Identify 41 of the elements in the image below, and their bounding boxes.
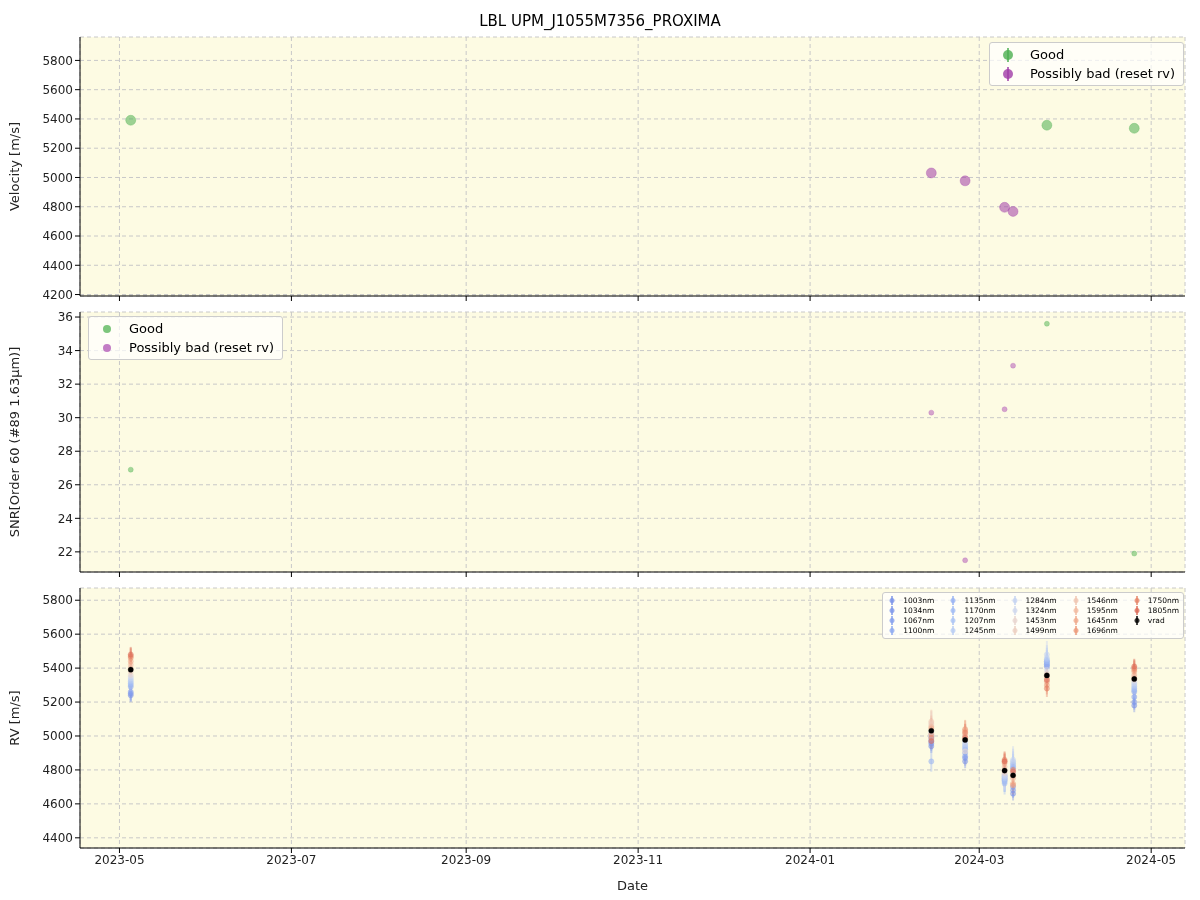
y-tick-label: 22 (57, 545, 73, 560)
y-tick-label: 26 (57, 478, 73, 493)
y-tick-label: 5200 (42, 695, 73, 710)
y-tick-label: 5000 (42, 170, 73, 185)
x-tick-label: 2024-05 (1126, 852, 1177, 867)
y-tick-label: 4600 (42, 797, 73, 812)
legend-label: Possibly bad (reset rv) (1029, 66, 1175, 81)
y-tick-label: 4400 (42, 258, 73, 273)
x-tick-label: 2023-05 (94, 852, 145, 867)
y-tick-label: 4200 (42, 287, 73, 302)
x-tick-label: 2023-09 (441, 852, 492, 867)
chart-title: LBL UPM_J1055M7356_PROXIMA (478, 12, 722, 30)
x-axis-title: Date (616, 878, 649, 893)
y-tick-label: 30 (57, 410, 73, 425)
x-tick-label: 2023-11 (613, 852, 664, 867)
y-tick-label: 5600 (42, 627, 73, 642)
x-tick-label: 2023-07 (266, 852, 317, 867)
x-tick-label: 2024-03 (954, 852, 1005, 867)
y-tick-label: 5400 (42, 661, 73, 676)
x-tick-label: 2024-01 (785, 852, 836, 867)
y-tick-label: 5200 (42, 141, 73, 156)
y-tick-label: 5600 (42, 82, 73, 97)
y-axis-title: SNR[Order 60 (#89 1.63μm)] (6, 346, 22, 538)
y-tick-label: 5400 (42, 112, 73, 127)
y-tick-label: 4800 (42, 200, 73, 214)
legend-label: Good (1029, 47, 1065, 62)
y-tick-label: 4400 (42, 831, 73, 846)
legend-label: Good (129, 321, 164, 336)
legend-label: Possibly bad (reset rv) (129, 340, 275, 355)
y-tick-label: 5800 (42, 593, 73, 608)
y-axis-title: Velocity [m/s] (6, 121, 22, 212)
y-tick-label: 5800 (42, 53, 73, 68)
y-tick-label: 5000 (42, 729, 73, 744)
y-tick-label: 32 (57, 377, 73, 392)
y-tick-label: 28 (57, 444, 73, 459)
y-tick-label: 24 (57, 511, 73, 526)
y-tick-label: 34 (57, 343, 73, 358)
y-tick-label: 4800 (42, 763, 73, 778)
y-tick-label: 4600 (42, 229, 73, 244)
y-axis-title: RV [m/s] (6, 690, 22, 746)
y-tick-label: 36 (57, 310, 73, 325)
